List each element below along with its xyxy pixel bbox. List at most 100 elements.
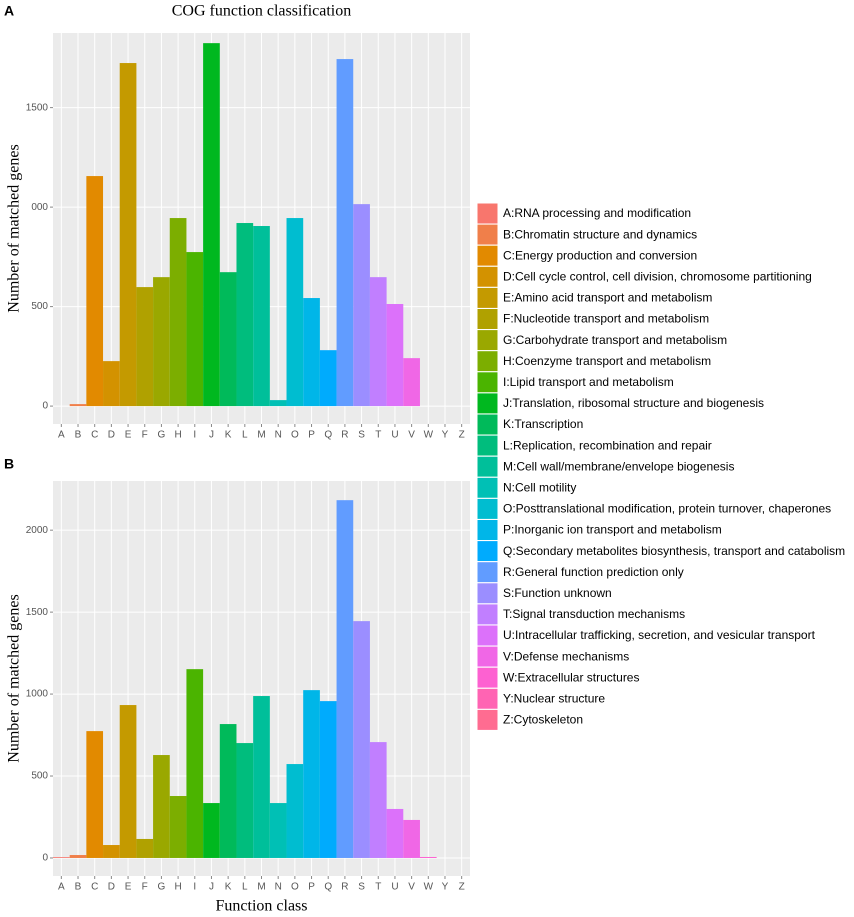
bar <box>386 304 404 407</box>
bar <box>236 223 254 407</box>
x-tick-label: P <box>308 430 315 441</box>
legend-swatch <box>476 308 499 330</box>
x-tick-label: S <box>358 882 365 893</box>
x-tick-label: A <box>58 430 65 441</box>
bar <box>203 43 220 407</box>
legend-label: Z:Cytoskeleton <box>503 713 583 727</box>
bar <box>169 218 187 407</box>
x-tick-label: H <box>174 882 181 893</box>
x-tick-label: R <box>341 882 348 893</box>
bar <box>53 857 70 858</box>
legend-swatch <box>476 413 499 436</box>
bar <box>103 845 120 858</box>
legend-swatch <box>476 223 499 246</box>
chart-title: COG function classification <box>172 3 352 20</box>
legend-label: H:Coenzyme transport and metabolism <box>503 354 711 368</box>
x-tick-label: N <box>275 430 282 441</box>
x-tick-label: U <box>391 430 398 441</box>
bar <box>119 705 137 858</box>
bar <box>236 743 254 858</box>
legend-label: B:Chromatin structure and dynamics <box>503 227 697 241</box>
legend-label: T:Signal transduction mechanisms <box>503 607 685 621</box>
bar <box>419 856 437 858</box>
x-tick-label: C <box>91 882 98 893</box>
bar <box>386 808 404 858</box>
x-tick-label: Q <box>324 430 332 441</box>
x-axis-title: Function class <box>216 898 308 915</box>
y-tick-label: 0 <box>42 853 48 864</box>
legend-label: O:Posttranslational modification, protei… <box>503 502 831 516</box>
bar <box>269 803 287 858</box>
bar <box>186 252 204 407</box>
bar <box>403 358 420 407</box>
x-tick-label: M <box>257 430 265 441</box>
x-tick-label: M <box>257 882 265 893</box>
legend-label: N:Cell motility <box>503 480 576 494</box>
bar <box>319 701 337 858</box>
legend-swatch <box>476 350 499 373</box>
x-tick-label: P <box>308 882 315 893</box>
bar <box>203 803 220 858</box>
bar <box>219 724 237 858</box>
bar <box>336 59 354 407</box>
bar <box>169 796 187 858</box>
y-axis-title: Number of matched genes <box>6 144 23 312</box>
x-tick-label: A <box>58 882 65 893</box>
x-tick-label: Y <box>442 882 449 893</box>
x-tick-label: E <box>125 882 132 893</box>
legend-label: C:Energy production and conversion <box>503 248 697 262</box>
x-tick-label: B <box>75 882 82 893</box>
bar <box>269 400 287 407</box>
bar <box>86 176 104 407</box>
x-tick-label: O <box>291 430 299 441</box>
bar <box>153 755 170 858</box>
bar <box>136 838 154 858</box>
bar <box>353 204 370 407</box>
x-tick-label: S <box>358 430 365 441</box>
legend-swatch <box>476 265 499 288</box>
x-tick-label: H <box>174 430 181 441</box>
legend-swatch <box>476 540 499 563</box>
legend-swatch <box>476 666 499 689</box>
bar <box>353 621 370 858</box>
x-tick-label: F <box>142 430 148 441</box>
legend-label: W:Extracellular structures <box>503 670 639 684</box>
legend-swatch <box>476 286 499 309</box>
legend-swatch <box>476 455 499 478</box>
x-tick-label: T <box>375 882 381 893</box>
legend-label: A:RNA processing and modification <box>503 206 691 220</box>
bar <box>69 404 87 407</box>
legend-label: E:Amino acid transport and metabolism <box>503 291 712 305</box>
panel-label: B <box>4 456 14 472</box>
x-tick-label: J <box>209 882 214 893</box>
bar <box>186 669 204 858</box>
x-tick-label: L <box>242 430 248 441</box>
x-tick-label: Y <box>442 430 449 441</box>
x-tick-label: J <box>209 430 214 441</box>
bar <box>69 855 87 858</box>
legend-swatch <box>476 329 499 352</box>
legend-label: L:Replication, recombination and repair <box>503 438 712 452</box>
bar <box>303 690 320 858</box>
legend-swatch <box>476 603 499 626</box>
y-tick-label: 1500 <box>26 607 49 618</box>
legend-label: R:General function prediction only <box>503 565 684 579</box>
legend-label: P:Inorganic ion transport and metabolism <box>503 523 722 537</box>
legend-swatch <box>476 645 499 668</box>
x-tick-label: Q <box>324 882 332 893</box>
x-tick-label: W <box>424 430 434 441</box>
legend-swatch <box>476 708 499 731</box>
bar <box>303 298 320 407</box>
x-tick-label: E <box>125 430 132 441</box>
bar <box>219 272 237 407</box>
x-tick-label: R <box>341 430 348 441</box>
x-tick-label: K <box>225 430 232 441</box>
x-tick-label: I <box>193 430 196 441</box>
y-tick-label: 0 <box>42 401 48 412</box>
legend-label: F:Nucleotide transport and metabolism <box>503 312 709 326</box>
legend-label: S:Function unknown <box>503 586 612 600</box>
bar <box>153 277 170 407</box>
x-tick-label: W <box>424 882 434 893</box>
legend-swatch <box>476 371 499 394</box>
